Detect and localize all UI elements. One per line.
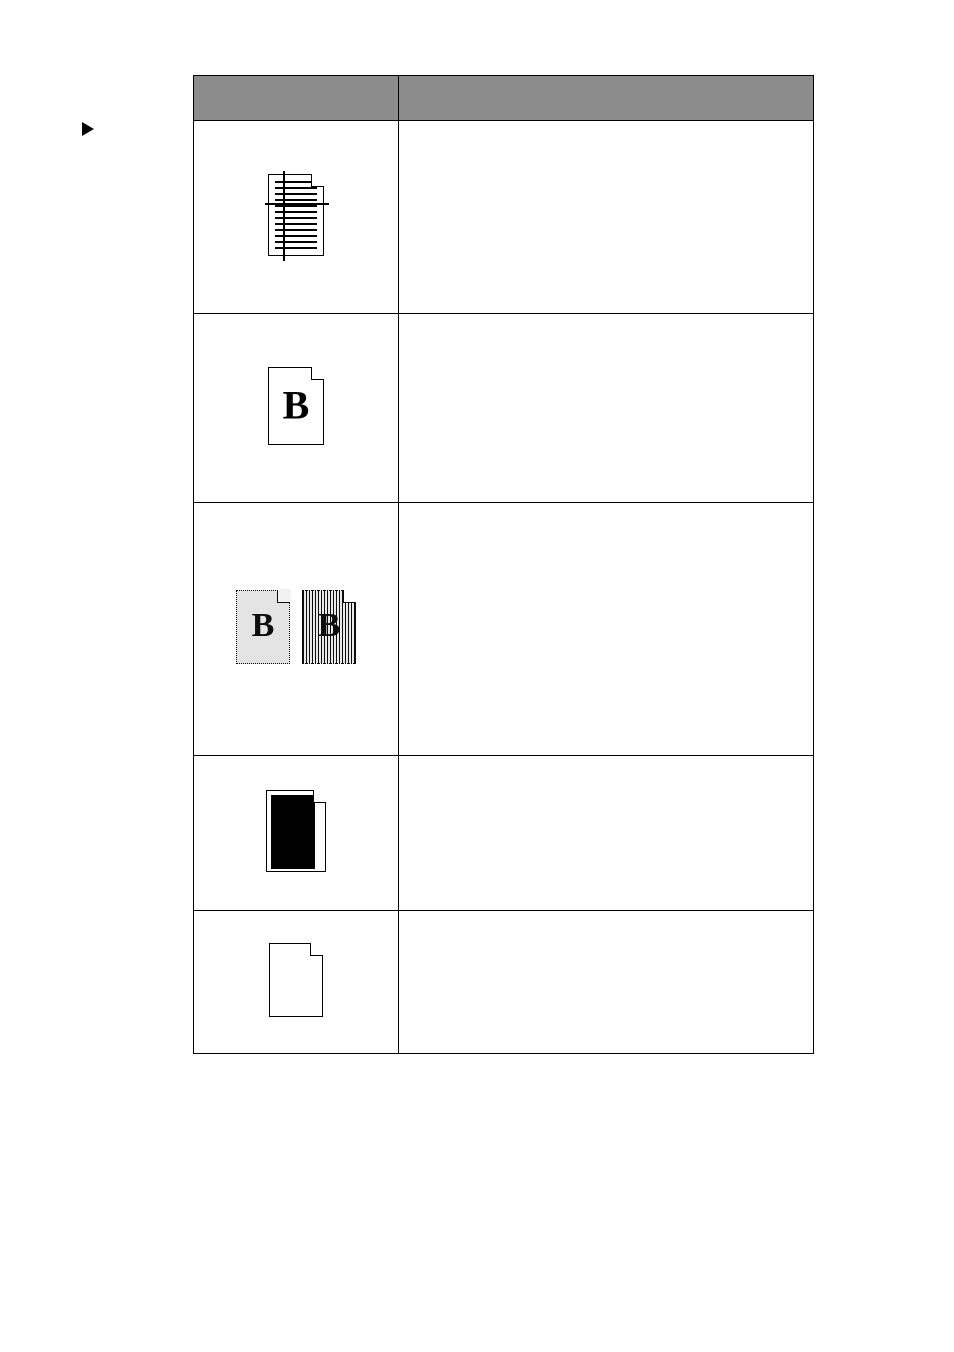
description-cell <box>399 121 814 314</box>
example-icon-cell: B B <box>194 503 399 756</box>
table-row <box>194 121 814 314</box>
table-row <box>194 911 814 1054</box>
table-row <box>194 756 814 911</box>
example-icon-cell: B <box>194 314 399 503</box>
page: B B B <box>0 0 954 1352</box>
example-icon-cell <box>194 756 399 911</box>
noisy-page-a-icon: B <box>236 590 290 664</box>
noisy-page-b-icon: B <box>302 590 356 664</box>
doc-lines-crosshair-icon <box>268 174 324 256</box>
table-header-cell <box>399 76 814 121</box>
table-row: B <box>194 314 814 503</box>
example-icon-cell <box>194 121 399 314</box>
blank-page-icon <box>269 943 323 1017</box>
two-noisy-b-pages-icon: B B <box>236 590 356 664</box>
description-cell <box>399 314 814 503</box>
troubleshooting-table: B B B <box>193 75 814 1054</box>
description-cell <box>399 503 814 756</box>
description-cell <box>399 911 814 1054</box>
table-row: B B <box>194 503 814 756</box>
page-bold-b-icon: B <box>268 367 324 445</box>
table-header-row <box>194 76 814 121</box>
play-triangle-icon <box>82 122 94 136</box>
example-icon-cell <box>194 911 399 1054</box>
description-cell <box>399 756 814 911</box>
page-black-block-icon <box>266 790 326 872</box>
table-header-cell <box>194 76 399 121</box>
